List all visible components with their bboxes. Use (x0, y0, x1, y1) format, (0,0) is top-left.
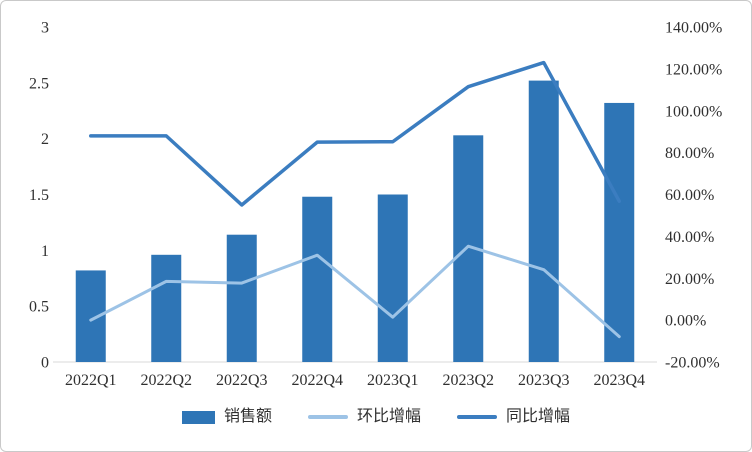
sales-bars-2022Q4 (302, 196, 333, 362)
left-axis-tick: 1.5 (29, 187, 49, 204)
x-axis-label: 2022Q4 (291, 372, 343, 389)
legend-label-mom-growth: 环比增幅 (356, 408, 421, 425)
left-axis-tick: 2 (41, 131, 49, 148)
x-axis-label: 2023Q2 (442, 372, 494, 389)
yoy-growth-line-swatch-icon (457, 415, 497, 419)
x-axis-label: 2023Q1 (367, 372, 419, 389)
x-axis-label: 2022Q1 (65, 372, 117, 389)
legend-label-yoy-growth: 同比增幅 (506, 408, 571, 425)
sales-bars-2023Q1 (377, 194, 408, 362)
right-axis-tick: 40.00% (665, 229, 714, 246)
mom-growth-line-swatch-icon (307, 415, 348, 419)
right-axis-tick: 140.00% (665, 20, 722, 37)
sales-bars-2022Q3 (226, 234, 257, 362)
right-axis-tick: 20.00% (665, 271, 714, 288)
right-axis-tick: 100.00% (665, 103, 722, 120)
right-axis-tick: -20.00% (665, 355, 720, 372)
left-axis-tick: 3 (41, 20, 49, 37)
legend-item-mom-growth: 环比增幅 (307, 408, 421, 425)
legend-item-yoy-growth: 同比增幅 (457, 409, 570, 425)
x-axis-label: 2022Q2 (140, 372, 192, 389)
left-axis-tick: 0.5 (29, 299, 49, 316)
right-axis-tick: 120.00% (665, 61, 722, 78)
left-axis-tick: 1 (41, 243, 49, 260)
mom-growth-line (89, 244, 621, 339)
sales-bars-2022Q2 (151, 254, 182, 362)
right-axis-tick: 60.00% (665, 187, 714, 204)
chart-legend: 销售额 环比增幅 同比增幅 (1, 409, 751, 425)
sales-bars-2023Q3 (528, 80, 559, 362)
right-axis-tick: 80.00% (665, 145, 714, 162)
yoy-growth-line (89, 60, 621, 207)
x-axis-label: 2023Q3 (518, 372, 570, 389)
x-axis-label: 2023Q4 (593, 372, 645, 389)
left-axis-tick: 2.5 (29, 75, 49, 92)
sales-bar-swatch-icon (181, 410, 215, 424)
x-axis-label: 2022Q3 (216, 372, 268, 389)
legend-label-sales: 销售额 (223, 408, 272, 425)
combo-chart: 0 0.5 1 1.5 2 2.5 3 -20.00% 0.00% 20.00% 40.00% 60.… (29, 20, 722, 390)
right-axis-tick: 0.00% (665, 313, 706, 330)
left-axis-tick: 0 (41, 355, 49, 372)
sales-bars-2023Q4 (604, 102, 635, 362)
legend-item-sales: 销售额 (181, 408, 272, 425)
